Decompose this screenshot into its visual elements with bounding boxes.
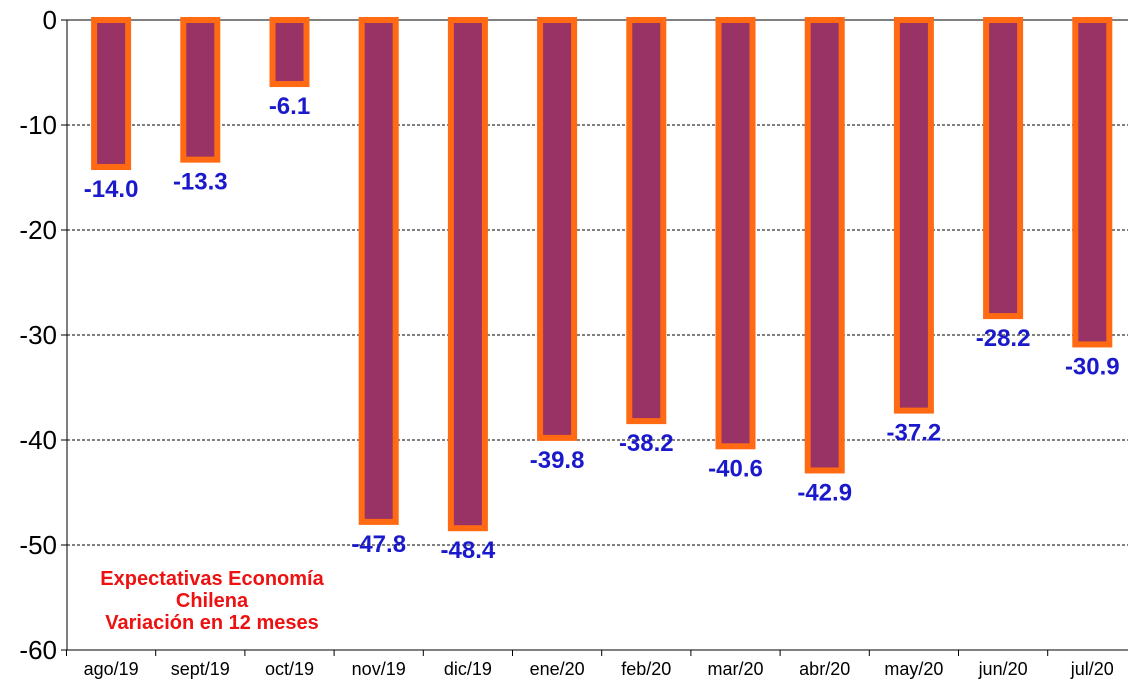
bar-ene-20 xyxy=(537,17,578,441)
data-label-nov-19: -47.8 xyxy=(351,531,406,558)
x-tick-label-ago-19: ago/19 xyxy=(84,659,139,679)
data-label-ago-19: -14.0 xyxy=(84,176,139,203)
bar-ago-19 xyxy=(91,17,132,170)
data-label-may-20: -37.2 xyxy=(887,420,942,447)
y-tick-label-neg-20: -20 xyxy=(19,215,57,245)
annotation-line-1: Expectativas Economía xyxy=(100,568,324,590)
x-tick-label-nov-19: nov/19 xyxy=(352,659,406,679)
x-tick-label-mar-20: mar/20 xyxy=(707,659,763,679)
data-label-mar-20: -40.6 xyxy=(708,455,763,482)
bar-mar-20 xyxy=(715,17,756,450)
x-tick-label-jun-20: jun/20 xyxy=(978,659,1028,679)
x-tick-label-abr-20: abr/20 xyxy=(799,659,850,679)
data-label-oct-19: -6.1 xyxy=(269,93,310,120)
bar-oct-19 xyxy=(269,17,310,88)
bar-dic-19 xyxy=(447,17,488,532)
bar-nov-19 xyxy=(358,17,399,525)
data-label-jun-20: -28.2 xyxy=(976,325,1031,352)
data-label-jul-20: -30.9 xyxy=(1065,353,1120,380)
chart-annotation: Expectativas Economía Chilena Variación … xyxy=(100,568,324,634)
x-tick-label-may-20: may/20 xyxy=(884,659,943,679)
data-label-abr-20: -42.9 xyxy=(797,479,852,506)
y-tick-label-neg-40: -40 xyxy=(19,425,57,455)
data-label-feb-20: -38.2 xyxy=(619,430,674,457)
data-labels: -14.0 -13.3 -6.1 -47.8 -48.4 -39.8 -38.2 -40.6 -… xyxy=(84,93,1120,564)
x-tick-label-sept-19: sept/19 xyxy=(171,659,230,679)
x-tick-label-dic-19: dic/19 xyxy=(444,659,492,679)
bar-jul-20 xyxy=(1072,17,1113,348)
bar-may-20 xyxy=(893,17,934,414)
y-tick-label-neg-50: -50 xyxy=(19,530,57,560)
data-label-sept-19: -13.3 xyxy=(173,169,228,196)
x-tick-label-feb-20: feb/20 xyxy=(621,659,671,679)
y-tick-label-neg-10: -10 xyxy=(19,110,57,140)
x-tick-label-ene-20: ene/20 xyxy=(530,659,585,679)
x-tick-label-oct-19: oct/19 xyxy=(265,659,314,679)
annotation-line-2: Chilena xyxy=(176,590,249,612)
gridlines xyxy=(67,19,1128,546)
bars xyxy=(91,17,1113,532)
bar-feb-20 xyxy=(626,17,667,425)
annotation-line-3: Variación en 12 meses xyxy=(105,612,318,634)
axes: 0 -10 -20 -30 -40 -50 -60 ago/19 sept/19 oct/19 no… xyxy=(19,5,1128,679)
y-tick-label-neg-60: -60 xyxy=(19,635,57,665)
bar-jun-20 xyxy=(983,17,1024,320)
y-tick-label-0: 0 xyxy=(43,5,57,35)
data-label-ene-20: -39.8 xyxy=(530,447,585,474)
bar-abr-20 xyxy=(804,17,845,474)
data-label-dic-19: -48.4 xyxy=(441,537,496,564)
bar-sept-19 xyxy=(180,17,221,163)
x-tick-label-jul-20: jul/20 xyxy=(1070,659,1114,679)
y-tick-label-neg-30: -30 xyxy=(19,320,57,350)
